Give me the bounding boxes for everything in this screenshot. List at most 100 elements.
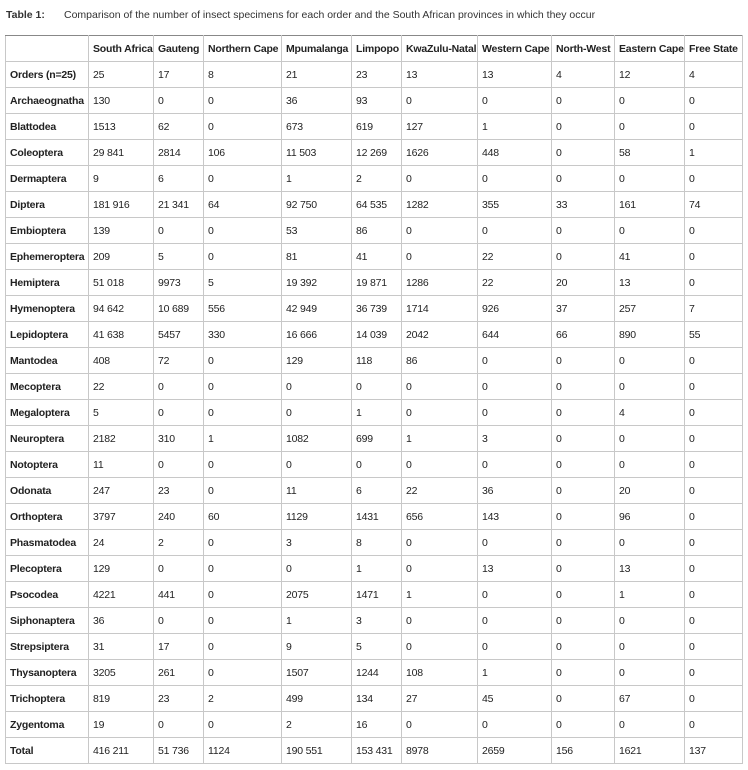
cell: 64 [203,191,282,218]
cell: 0 [203,243,282,270]
cell: 0 [614,529,685,556]
row-label: Hymenoptera [5,295,89,322]
cell: 0 [153,87,204,114]
cell: 108 [401,659,478,686]
cell: 408 [88,347,154,374]
cell: 60 [203,503,282,530]
table-row: Orthoptera 3797 240 60 1129 1431 656 143 0 96 0 [5,503,743,530]
cell: 926 [477,295,552,322]
table-row: Total 416 211 51 736 1124 190 551 153 431 8978… [5,737,743,764]
cell: 257 [614,295,685,322]
cell: 0 [614,165,685,192]
cell: 0 [477,399,552,426]
cell: 16 666 [281,321,352,348]
cell: 3 [477,425,552,452]
cell: 0 [684,217,743,244]
cell: 0 [684,425,743,452]
cell: 448 [477,139,552,166]
row-label: Phasmatodea [5,529,89,556]
cell: 0 [614,113,685,140]
cell: 0 [551,659,615,686]
cell: 72 [153,347,204,374]
cell: 0 [551,165,615,192]
cell: 19 392 [281,269,352,296]
cell: 310 [153,425,204,452]
cell: 0 [614,217,685,244]
cell: 3 [281,529,352,556]
cell: 9 [88,165,154,192]
cell: 0 [401,529,478,556]
cell: 1282 [401,191,478,218]
cell: 0 [684,581,743,608]
header-cell: Free State [684,35,743,62]
cell: 0 [551,451,615,478]
cell: 93 [351,87,402,114]
table-body: Orders (n=25) 25 17 8 21 23 13 13 4 12 4 Archaeogna… [5,61,743,764]
cell: 96 [614,503,685,530]
cell: 67 [614,685,685,712]
cell: 441 [153,581,204,608]
cell: 36 [281,87,352,114]
cell: 0 [684,529,743,556]
table-row: Strepsiptera 31 17 0 9 5 0 0 0 0 0 [5,633,743,660]
cell: 22 [477,269,552,296]
table-row: Siphonaptera 36 0 0 1 3 0 0 0 0 0 [5,607,743,634]
table-row: Mecoptera 22 0 0 0 0 0 0 0 0 0 [5,373,743,400]
cell: 19 871 [351,269,402,296]
row-label: Neuroptera [5,425,89,452]
cell: 0 [551,373,615,400]
table-row: Orders (n=25) 25 17 8 21 23 13 13 4 12 4 [5,61,743,88]
table-row: Archaeognatha 130 0 0 36 93 0 0 0 0 0 [5,87,743,114]
cell: 2075 [281,581,352,608]
table-row: Zygentoma 19 0 0 2 16 0 0 0 0 0 [5,711,743,738]
cell: 27 [401,685,478,712]
cell: 1471 [351,581,402,608]
cell: 0 [614,711,685,738]
cell: 127 [401,113,478,140]
header-cell: North-West [551,35,615,62]
row-label: Orders (n=25) [5,61,89,88]
cell: 1124 [203,737,282,764]
cell: 139 [88,217,154,244]
cell: 41 [351,243,402,270]
cell: 699 [351,425,402,452]
cell: 416 211 [88,737,154,764]
cell: 1 [401,425,478,452]
cell: 0 [401,555,478,582]
cell: 1 [281,607,352,634]
header-cell: Eastern Cape [614,35,685,62]
cell: 20 [614,477,685,504]
row-label: Archaeognatha [5,87,89,114]
cell: 644 [477,321,552,348]
table-row: Hymenoptera 94 642 10 689 556 42 949 36 739 17… [5,295,743,322]
cell: 11 [88,451,154,478]
cell: 20 [551,269,615,296]
cell: 0 [203,659,282,686]
cell: 1513 [88,113,154,140]
cell: 499 [281,685,352,712]
cell: 0 [551,529,615,556]
cell: 0 [684,373,743,400]
cell: 0 [401,217,478,244]
cell: 673 [281,113,352,140]
cell: 2182 [88,425,154,452]
cell: 1 [351,555,402,582]
table-row: Odonata 247 23 0 11 6 22 36 0 20 0 [5,477,743,504]
cell: 0 [203,555,282,582]
cell: 11 503 [281,139,352,166]
cell: 2042 [401,321,478,348]
cell: 0 [614,425,685,452]
cell: 1 [614,581,685,608]
cell: 51 736 [153,737,204,764]
cell: 0 [684,165,743,192]
cell: 16 [351,711,402,738]
cell: 0 [203,399,282,426]
cell: 0 [684,477,743,504]
cell: 1 [401,581,478,608]
cell: 0 [351,451,402,478]
cell: 181 916 [88,191,154,218]
cell: 1129 [281,503,352,530]
cell: 209 [88,243,154,270]
row-label: Orthoptera [5,503,89,530]
